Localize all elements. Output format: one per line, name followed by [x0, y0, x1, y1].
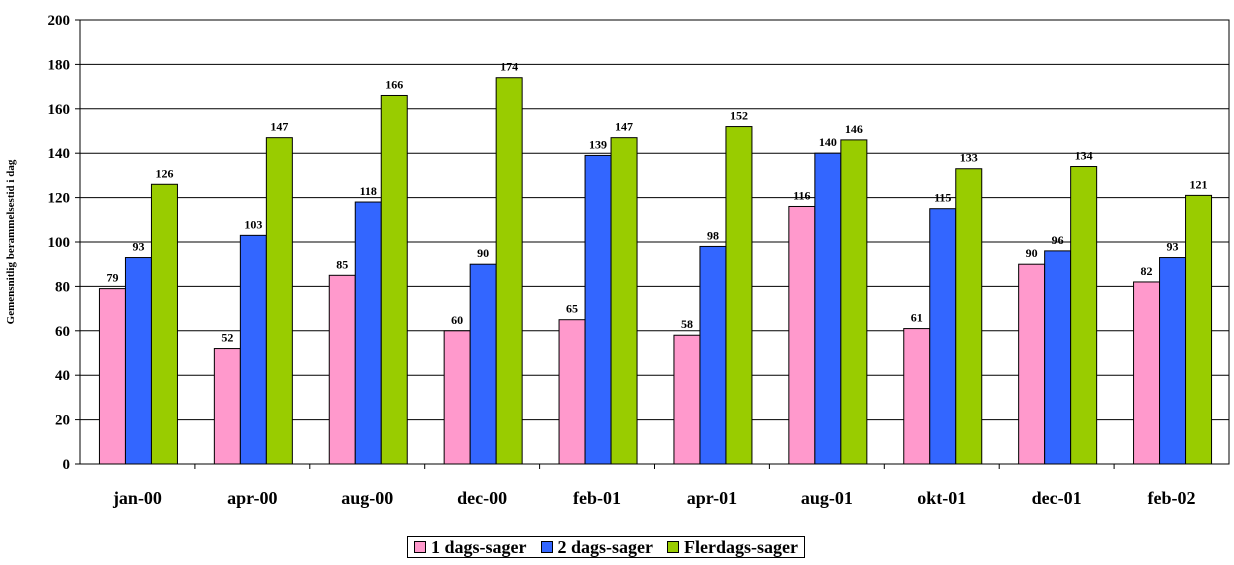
data-label: 126 [155, 166, 173, 180]
bar [610, 137, 638, 465]
data-label: 174 [500, 60, 518, 74]
y-tick-label: 200 [48, 13, 71, 29]
bar [328, 274, 356, 465]
data-label: 146 [845, 122, 863, 136]
bar [124, 257, 152, 465]
legend-label-flerdags: Flerdags-sager [684, 536, 798, 557]
y-tick-label: 40 [55, 368, 70, 384]
x-tick-label: feb-02 [1148, 488, 1196, 508]
x-tick-label: jan-00 [112, 488, 162, 508]
bar [955, 168, 983, 465]
bar [213, 348, 241, 465]
bar [558, 319, 586, 465]
bar [265, 137, 293, 465]
legend-item-2-dags: 2 dags-sager [540, 536, 654, 558]
data-label: 147 [270, 120, 288, 134]
x-tick-label: feb-01 [573, 488, 621, 508]
legend: 1 dags-sager 2 dags-sager Flerdags-sager [407, 536, 805, 558]
data-label: 90 [1026, 246, 1038, 260]
bar [150, 183, 178, 465]
data-label: 60 [451, 313, 463, 327]
data-label: 118 [360, 184, 377, 198]
data-label: 140 [819, 135, 837, 149]
bar [1044, 250, 1072, 465]
data-label: 134 [1075, 149, 1093, 163]
data-label: 58 [681, 317, 693, 331]
y-tick-label: 180 [48, 57, 71, 73]
bar [239, 234, 267, 465]
data-label: 96 [1052, 233, 1064, 247]
data-label: 61 [911, 311, 923, 325]
bar [788, 205, 816, 465]
bar [673, 334, 701, 465]
bar [1133, 281, 1161, 465]
legend-swatch-flerdags [667, 541, 679, 553]
y-tick-label: 80 [55, 279, 70, 295]
y-tick-label: 120 [48, 191, 71, 207]
legend-label-2-dags: 2 dags-sager [557, 536, 654, 557]
y-axis-label: Gemensnitlig berammelsestid i dag [5, 159, 17, 324]
bar [1159, 257, 1187, 465]
data-label: 116 [793, 188, 810, 202]
data-label: 79 [106, 271, 118, 285]
x-tick-label: aug-01 [801, 488, 853, 508]
x-tick-label: aug-00 [341, 488, 393, 508]
data-label: 65 [566, 302, 578, 316]
data-label: 152 [730, 109, 748, 123]
data-label: 166 [385, 77, 403, 91]
bar [443, 330, 471, 465]
data-label: 82 [1141, 264, 1153, 278]
data-label: 98 [707, 228, 719, 242]
x-tick-label: dec-00 [457, 488, 507, 508]
bar [903, 328, 931, 465]
x-tick-label: apr-01 [687, 488, 737, 508]
data-label: 103 [244, 217, 262, 231]
bar [98, 288, 126, 465]
y-tick-label: 0 [63, 457, 71, 473]
bar [1185, 194, 1213, 465]
legend-swatch-1-dags [414, 541, 426, 553]
data-label: 85 [336, 257, 348, 271]
bar [354, 201, 382, 465]
data-label: 139 [589, 137, 607, 151]
bar [495, 77, 523, 465]
data-label: 90 [477, 246, 489, 260]
bar [725, 126, 753, 465]
bar [1070, 166, 1098, 465]
y-tick-label: 140 [48, 146, 71, 162]
bar [1018, 263, 1046, 465]
x-tick-label: dec-01 [1032, 488, 1082, 508]
data-label: 147 [615, 120, 633, 134]
bar [929, 208, 957, 465]
y-tick-label: 60 [55, 324, 70, 340]
x-tick-label: apr-00 [227, 488, 277, 508]
legend-swatch-2-dags [540, 541, 553, 553]
y-tick-label: 160 [48, 102, 71, 118]
data-label: 121 [1190, 177, 1208, 191]
bar [699, 245, 727, 465]
data-label: 115 [934, 191, 951, 205]
bar [584, 154, 612, 465]
data-label: 93 [1167, 240, 1179, 254]
y-tick-label: 20 [55, 413, 70, 429]
data-label: 133 [960, 151, 978, 165]
bar [814, 152, 842, 465]
data-label: 52 [221, 331, 233, 345]
legend-item-flerdags: Flerdags-sager [667, 537, 798, 558]
legend-item-1-dags: 1 dags-sager [414, 537, 527, 558]
bar [469, 263, 497, 465]
data-label: 93 [132, 240, 144, 254]
x-tick-label: okt-01 [917, 488, 966, 508]
legend-label-1-dags: 1 dags-sager [431, 536, 527, 557]
bar [380, 94, 408, 465]
bar [840, 139, 868, 465]
y-tick-label: 100 [48, 235, 71, 251]
